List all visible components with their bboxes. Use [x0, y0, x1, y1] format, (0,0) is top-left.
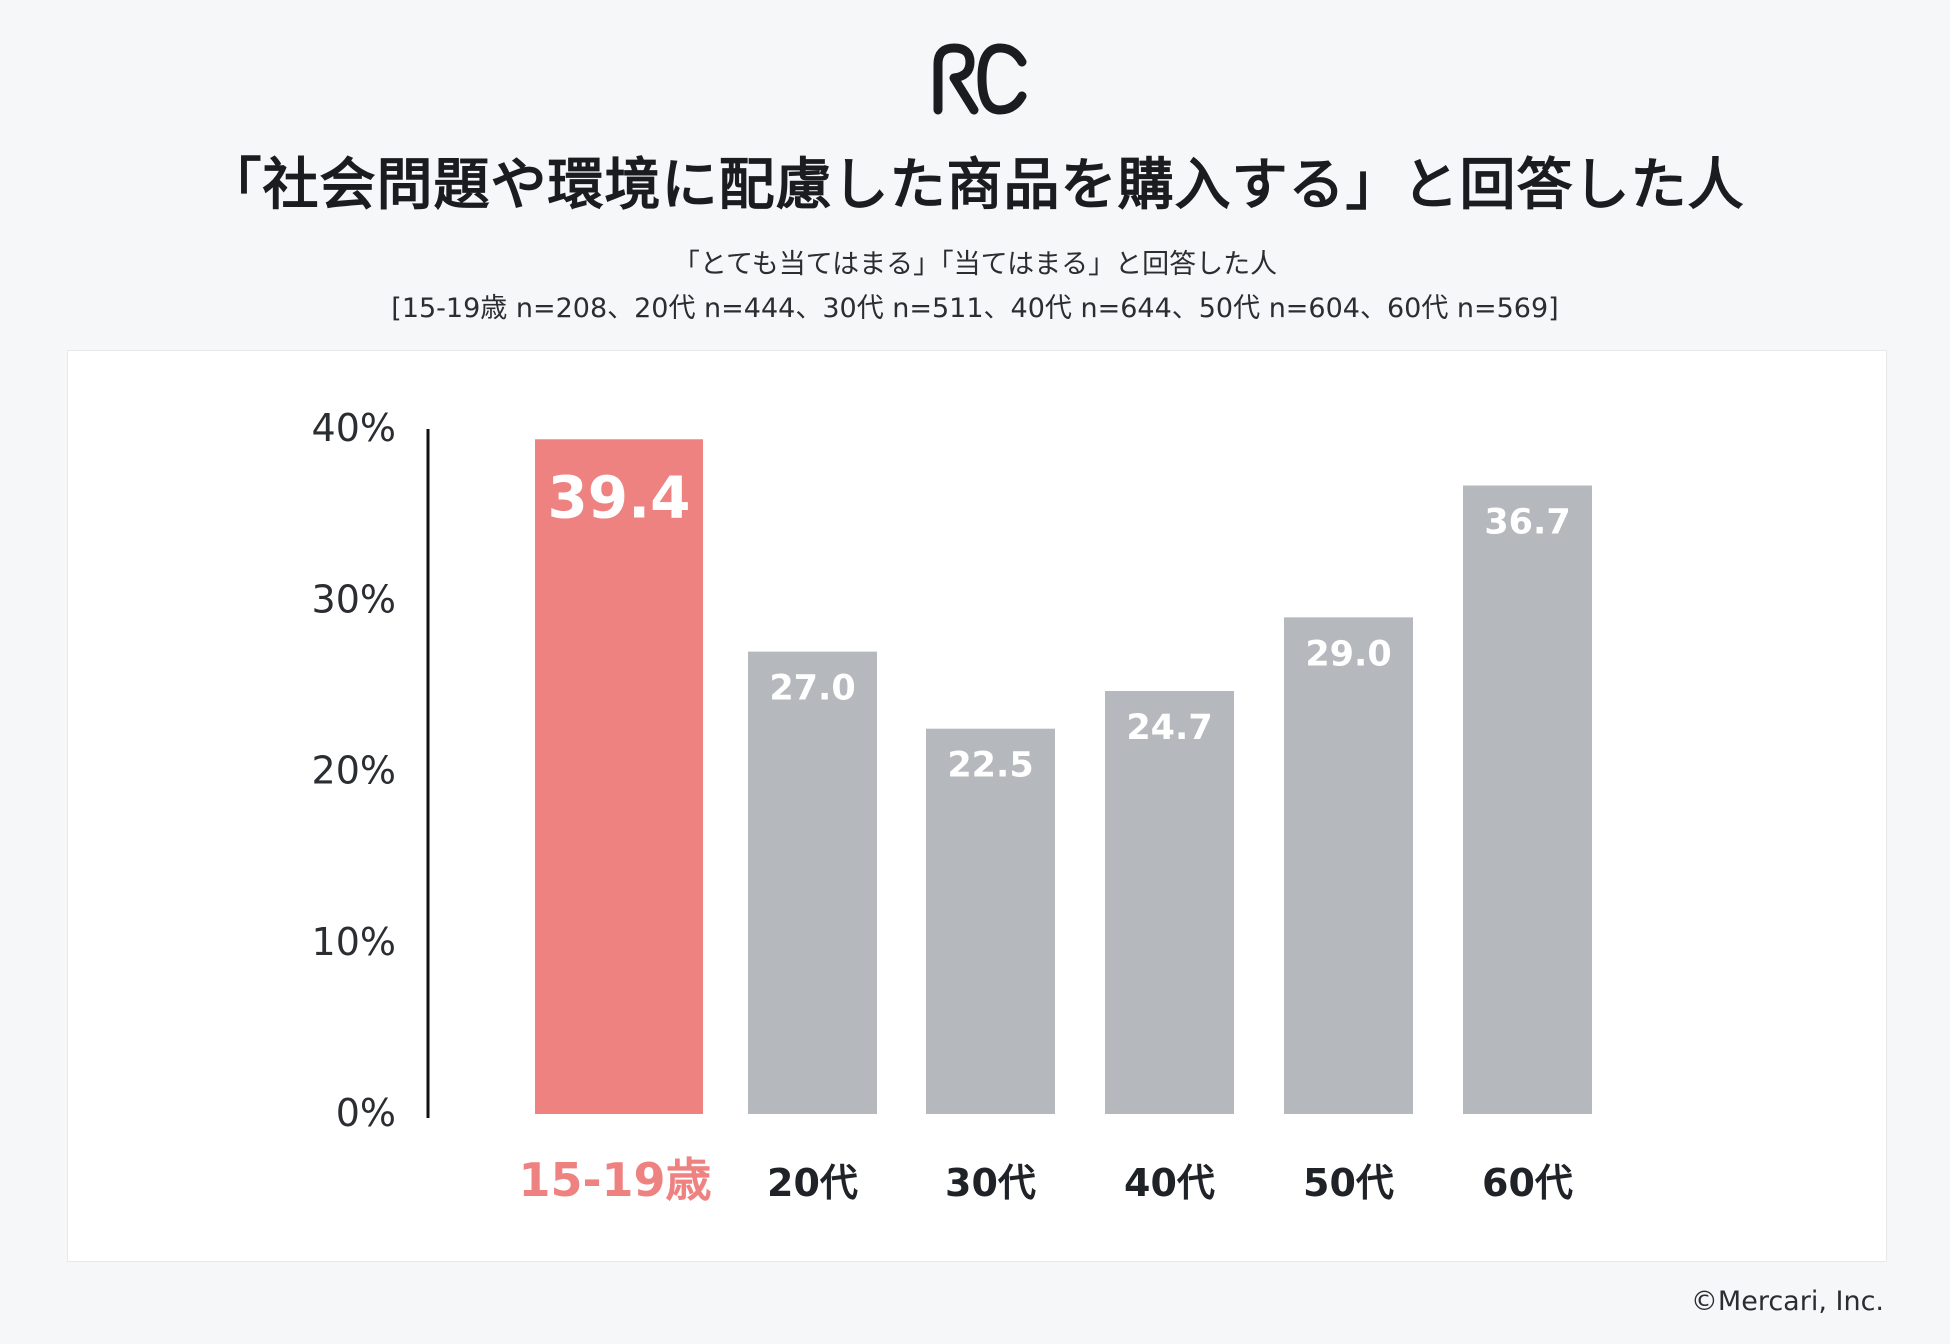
- bar: [1463, 485, 1592, 1114]
- x-category-label: 20代: [767, 1161, 858, 1205]
- bar-value-label: 24.7: [1126, 708, 1212, 748]
- y-tick-label: 40%: [312, 406, 396, 450]
- bar-value-label: 22.5: [947, 746, 1033, 786]
- x-category-label: 50代: [1303, 1161, 1394, 1205]
- bar-value-label: 39.4: [547, 463, 690, 531]
- x-category-label: 30代: [945, 1161, 1036, 1205]
- x-category-label: 40代: [1124, 1161, 1215, 1205]
- y-tick-label: 20%: [312, 749, 396, 793]
- copyright: ©Mercari, Inc.: [1690, 1286, 1884, 1317]
- rc-logo: [933, 43, 1027, 115]
- x-category-label: 15-19歳: [518, 1153, 711, 1207]
- y-tick-label: 10%: [312, 920, 396, 964]
- y-tick-label: 30%: [312, 577, 396, 621]
- bar-value-label: 27.0: [769, 669, 855, 709]
- chart-subtitle: 「とても当てはまる」「当てはまる」と回答した人: [672, 249, 1278, 280]
- bar: [926, 728, 1055, 1114]
- y-tick-label: 0%: [336, 1091, 396, 1135]
- bar-value-label: 29.0: [1305, 634, 1391, 674]
- bar: [1284, 617, 1413, 1114]
- x-category-label: 60代: [1482, 1161, 1573, 1205]
- chart-title: 「社会問題や環境に配慮した商品を購入する」と回答した人: [205, 153, 1745, 218]
- bar: [535, 439, 703, 1114]
- bar: [1105, 691, 1234, 1114]
- bar-value-label: 36.7: [1484, 503, 1570, 543]
- bar: [748, 651, 877, 1114]
- sample-size-note: [15-19歳 n=208、20代 n=444、30代 n=511、40代 n=…: [391, 293, 1559, 324]
